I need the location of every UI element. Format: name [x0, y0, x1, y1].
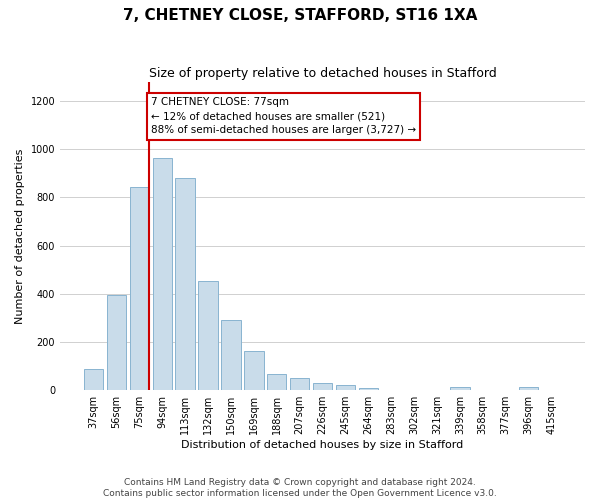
- Bar: [335, 385, 355, 390]
- Bar: [221, 320, 241, 390]
- Bar: [152, 158, 172, 390]
- Bar: [267, 374, 286, 390]
- Bar: [107, 295, 126, 390]
- Bar: [519, 388, 538, 390]
- Text: 7 CHETNEY CLOSE: 77sqm
← 12% of detached houses are smaller (521)
88% of semi-de: 7 CHETNEY CLOSE: 77sqm ← 12% of detached…: [151, 98, 416, 136]
- Bar: [313, 383, 332, 390]
- Bar: [290, 378, 310, 390]
- Bar: [175, 178, 195, 390]
- Bar: [359, 388, 378, 390]
- Text: Contains HM Land Registry data © Crown copyright and database right 2024.
Contai: Contains HM Land Registry data © Crown c…: [103, 478, 497, 498]
- X-axis label: Distribution of detached houses by size in Stafford: Distribution of detached houses by size …: [181, 440, 464, 450]
- Title: Size of property relative to detached houses in Stafford: Size of property relative to detached ho…: [149, 68, 496, 80]
- Text: 7, CHETNEY CLOSE, STAFFORD, ST16 1XA: 7, CHETNEY CLOSE, STAFFORD, ST16 1XA: [123, 8, 477, 22]
- Y-axis label: Number of detached properties: Number of detached properties: [15, 148, 25, 324]
- Bar: [244, 351, 263, 390]
- Bar: [450, 388, 470, 390]
- Bar: [84, 369, 103, 390]
- Bar: [199, 280, 218, 390]
- Bar: [130, 186, 149, 390]
